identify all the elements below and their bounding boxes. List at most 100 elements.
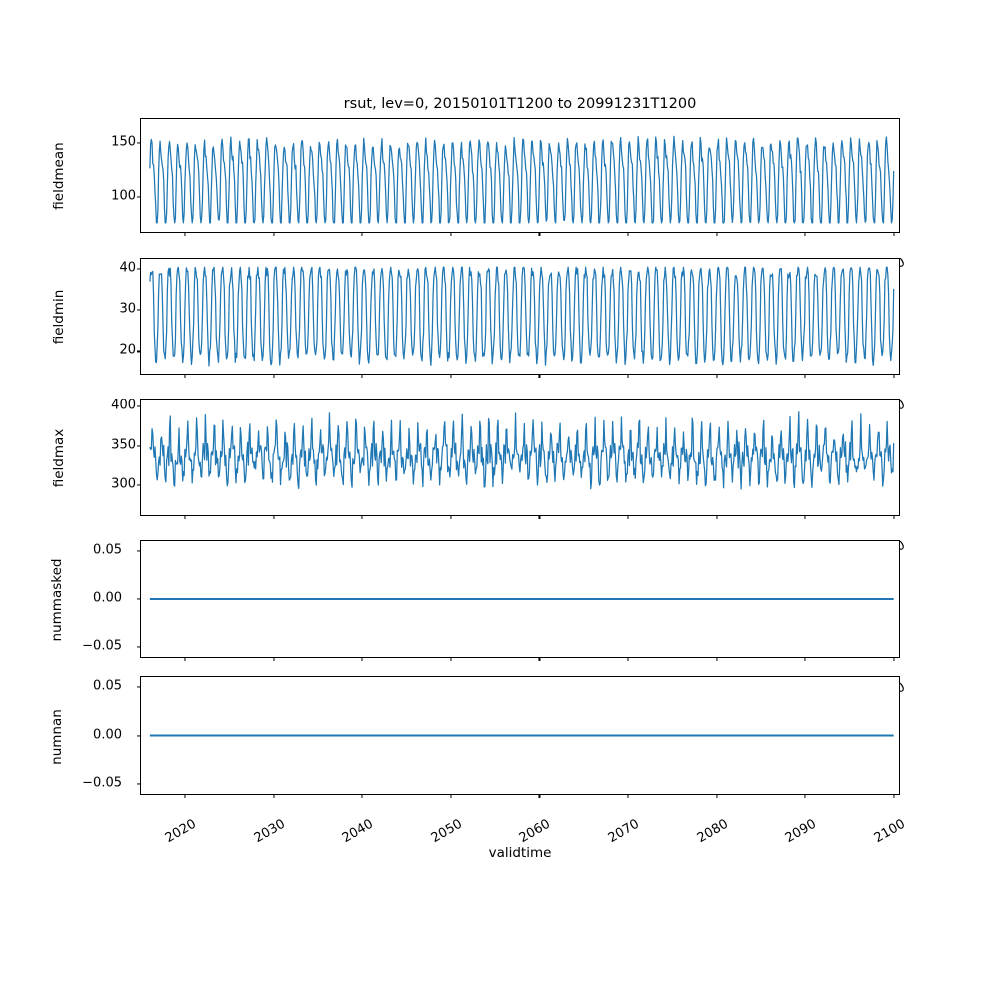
x-ticklabels-numnan: 2020 2030 2040 2050 2060 2070 2080 2090 2100 <box>141 794 908 850</box>
y-tick-mark <box>137 783 141 785</box>
x-tick-mark <box>273 794 275 798</box>
x-tick-mark <box>450 374 452 378</box>
series-fieldmin <box>141 259 899 374</box>
y-tick-label: 0.05 <box>93 678 122 694</box>
x-tick-mark <box>361 232 363 236</box>
y-axis-label-numnan: numnan <box>49 709 65 765</box>
y-tick-mark <box>137 484 141 486</box>
y-tick-mark <box>137 405 141 407</box>
x-tick-mark <box>716 232 718 236</box>
x-tick-mark <box>804 374 806 378</box>
x-tick-mark <box>273 374 275 378</box>
y-tick-label: 30 <box>119 301 136 317</box>
x-tick-mark <box>538 374 541 378</box>
y-tick-mark <box>137 646 141 648</box>
x-tick-label: 2060 <box>517 800 582 847</box>
panel-overlap-mask <box>0 243 1000 258</box>
x-tick-mark <box>450 794 452 798</box>
panel-overlap-mask <box>0 662 1000 676</box>
x-tick-mark <box>184 374 186 378</box>
x-tick-label: 2050 <box>429 800 493 847</box>
x-tick-label-text: 2020 <box>163 816 200 847</box>
x-tick-mark <box>804 794 806 798</box>
x-tick-label-text: 2090 <box>782 816 820 847</box>
y-tick-mark <box>137 734 141 737</box>
x-tick-mark <box>804 515 806 519</box>
y-tick-mark <box>137 309 141 311</box>
y-tick-label: −0.05 <box>82 638 122 654</box>
x-tick-mark <box>538 232 541 236</box>
y-tick-label: 350 <box>111 437 136 453</box>
y-tick-label: 100 <box>111 188 136 204</box>
x-tick-mark <box>273 232 275 236</box>
y-tick-mark <box>137 268 141 270</box>
y-ticklabels-fieldmean: 100 150 <box>76 118 136 233</box>
y-ticklabels-numnan: −0.05 0.00 0.05 <box>62 676 122 795</box>
y-tick-mark <box>137 598 141 600</box>
x-tick-mark <box>538 794 541 798</box>
x-tick-mark <box>361 657 363 661</box>
plot-area-numnan <box>141 677 899 794</box>
series-nummasked <box>141 541 899 657</box>
x-tick-mark <box>893 232 895 236</box>
figure-title: rsut, lev=0, 20150101T1200 to 20991231T1… <box>343 96 697 112</box>
plot-area-fieldmean <box>141 119 899 232</box>
x-tick-label: 2090 <box>783 800 848 847</box>
y-tick-label: 20 <box>119 342 136 358</box>
x-tick-mark <box>804 232 806 236</box>
x-tick-label-text: 2030 <box>251 816 288 847</box>
x-tick-mark <box>184 657 186 661</box>
y-tick-label: 0.00 <box>93 590 122 606</box>
x-tick-label-text: 2080 <box>694 816 731 847</box>
x-tick-mark <box>716 374 718 378</box>
x-tick-mark <box>893 657 895 661</box>
subplot-numnan: 2020 2030 2040 2050 2060 2070 2080 2090 2100 <box>137 676 908 846</box>
y-tick-label: 400 <box>111 397 136 413</box>
x-tick-mark <box>450 515 452 519</box>
y-ticklabels-nummasked: −0.05 0.00 0.05 <box>62 540 122 658</box>
x-tick-mark <box>184 232 186 236</box>
y-tick-mark <box>137 142 141 144</box>
x-tick-mark <box>450 232 452 236</box>
y-tick-label: 300 <box>111 476 136 492</box>
y-ticklabels-fieldmin: 20 30 40 <box>76 258 136 375</box>
x-tick-label-text: 2060 <box>517 816 554 847</box>
plot-area-fieldmax <box>141 400 899 515</box>
plot-area-nummasked <box>141 541 899 657</box>
x-tick-mark <box>716 794 718 798</box>
x-tick-mark <box>716 657 718 661</box>
x-tick-mark <box>361 374 363 378</box>
x-tick-mark <box>538 657 541 661</box>
x-tick-label: 2020 <box>163 800 228 847</box>
plot-area-fieldmin <box>141 259 899 374</box>
x-tick-label-text: 2050 <box>428 816 465 847</box>
x-tick-label: 2070 <box>606 800 670 847</box>
y-tick-label: 150 <box>111 134 136 150</box>
x-tick-label: 2040 <box>340 800 405 847</box>
y-axis-label-fieldmin: fieldmin <box>51 289 67 345</box>
y-tick-mark <box>137 686 141 688</box>
series-fieldmean <box>141 119 899 232</box>
x-tick-mark <box>627 657 629 661</box>
x-tick-mark <box>893 515 895 519</box>
y-tick-mark <box>137 350 141 352</box>
x-tick-mark <box>184 515 186 519</box>
x-tick-mark <box>893 374 895 378</box>
x-tick-mark <box>627 794 629 798</box>
y-axis-label-nummasked: nummasked <box>49 558 65 642</box>
x-tick-label: 2030 <box>252 800 316 847</box>
y-tick-label: 0.05 <box>93 542 122 558</box>
y-tick-mark <box>137 445 141 447</box>
panel-overlap-mask <box>0 525 1000 540</box>
x-tick-mark <box>273 515 275 519</box>
x-tick-mark <box>804 657 806 661</box>
y-tick-mark <box>137 550 141 552</box>
x-tick-mark <box>627 232 629 236</box>
x-tick-mark <box>893 794 895 798</box>
series-fieldmax <box>141 400 899 515</box>
x-tick-mark <box>361 794 363 798</box>
